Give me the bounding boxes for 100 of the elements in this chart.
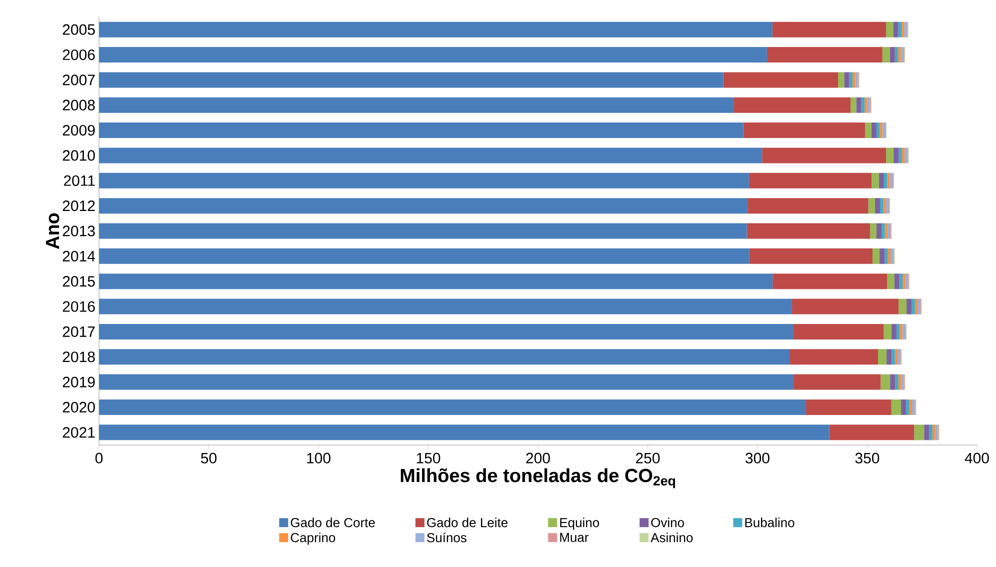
bar — [882, 122, 886, 138]
legend-label: Muar — [560, 532, 589, 542]
bar — [99, 324, 794, 340]
y-tick-label: 2014 — [62, 250, 96, 262]
y-axis-title: Ano — [46, 213, 60, 249]
bar — [886, 148, 894, 164]
bar — [855, 72, 858, 88]
y-tick-label: 2020 — [62, 402, 95, 413]
y-tick-label: 2005 — [62, 24, 95, 35]
bar — [887, 274, 894, 290]
bar — [918, 298, 920, 314]
bar — [723, 72, 838, 88]
bar — [746, 223, 870, 239]
bar — [852, 72, 856, 88]
y-tick-label: 2019 — [62, 376, 95, 388]
bar — [898, 148, 902, 164]
x-tick-label: 400 — [964, 452, 989, 464]
bar — [895, 374, 898, 390]
x-axis-title: Milhões de toneladas de CO$_{2eq}$ — [400, 468, 675, 488]
legend-label: Ovino — [651, 518, 684, 528]
legend-label: Equino — [560, 518, 600, 530]
bar — [890, 374, 896, 390]
legend-label: Gado de Leite — [427, 518, 508, 528]
bar — [894, 274, 900, 290]
bar — [929, 424, 932, 440]
bar — [898, 47, 901, 63]
bar — [876, 122, 880, 138]
bar — [743, 122, 866, 138]
bar — [906, 399, 910, 415]
bar — [99, 198, 748, 214]
y-tick-label: 2012 — [62, 200, 95, 212]
bar — [884, 172, 888, 188]
bar — [790, 349, 878, 365]
bar — [924, 424, 930, 440]
bar — [882, 223, 885, 239]
bar — [734, 97, 851, 113]
legend-label: Caprino — [290, 532, 336, 545]
bar — [878, 349, 887, 365]
y-tick-label: 2008 — [62, 100, 95, 110]
y-tick-label: 2006 — [62, 49, 95, 60]
bar — [793, 374, 881, 390]
bar — [900, 324, 902, 340]
bar — [748, 172, 872, 188]
bar — [99, 399, 806, 415]
bar — [856, 97, 862, 113]
bar — [99, 349, 790, 365]
bar — [874, 198, 880, 214]
bar — [902, 148, 905, 164]
bar — [838, 72, 844, 88]
bar — [99, 248, 750, 264]
bar — [904, 22, 907, 38]
bar — [898, 298, 907, 314]
x-tick-label: 200 — [526, 452, 550, 464]
bar — [749, 248, 873, 264]
x-tick-label: 50 — [201, 452, 217, 464]
bar — [902, 274, 906, 290]
bar — [876, 223, 882, 239]
bar — [888, 248, 891, 264]
bar — [829, 424, 914, 440]
bar — [747, 198, 868, 214]
y-tick-label: 2016 — [62, 301, 95, 312]
bar — [901, 399, 906, 415]
bar — [901, 22, 904, 38]
bar — [793, 324, 884, 340]
y-tick-label: 2009 — [62, 124, 95, 136]
y-tick-label: 2007 — [62, 74, 95, 86]
bar — [99, 47, 767, 63]
y-tick-label: 2018 — [62, 352, 95, 362]
x-tick-label: 150 — [416, 452, 440, 464]
bar — [906, 298, 912, 314]
bar — [902, 324, 905, 340]
bar — [861, 97, 865, 113]
bar — [899, 274, 903, 290]
bar — [901, 374, 904, 390]
bar — [894, 349, 898, 365]
bar — [900, 47, 904, 63]
bar — [872, 172, 879, 188]
bar — [909, 399, 912, 415]
bar — [894, 47, 898, 63]
bar — [878, 172, 884, 188]
legend-label: Gado de Corte — [290, 518, 375, 528]
bar — [867, 97, 870, 113]
bar — [772, 22, 886, 38]
bar — [871, 122, 876, 138]
bar — [898, 374, 902, 390]
bar — [894, 148, 899, 164]
bar — [880, 374, 890, 390]
bar — [99, 22, 772, 38]
bar — [904, 148, 908, 164]
bar — [891, 324, 896, 340]
bar — [868, 198, 875, 214]
bar — [806, 399, 892, 415]
x-tick-label: 250 — [636, 452, 660, 464]
bar — [99, 172, 749, 188]
bar — [844, 72, 850, 88]
bar — [880, 122, 882, 138]
bar — [932, 424, 936, 440]
y-tick-label: 2010 — [62, 150, 95, 161]
bar — [870, 223, 876, 239]
bar — [914, 298, 918, 314]
